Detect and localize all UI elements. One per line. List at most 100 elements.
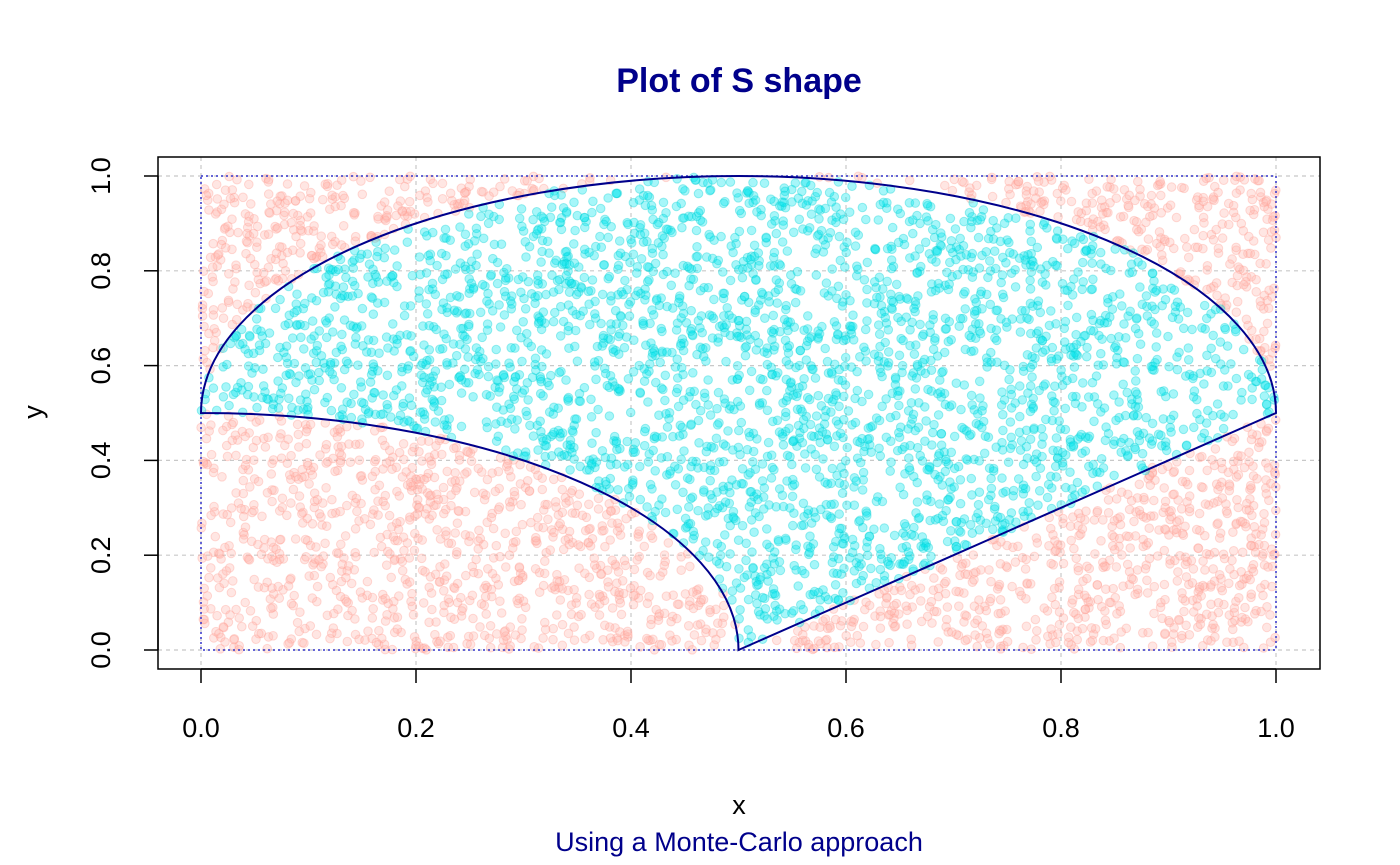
outside-point [668, 590, 679, 601]
outside-point [1172, 576, 1183, 586]
inside-point [1135, 339, 1146, 350]
outside-point [1241, 276, 1251, 287]
outside-point [307, 519, 318, 529]
inside-point [387, 271, 398, 281]
inside-point [1067, 290, 1078, 300]
inside-point [990, 263, 1001, 274]
inside-point [906, 529, 917, 540]
outside-point [494, 483, 505, 494]
outside-point [1261, 425, 1272, 436]
outside-point [816, 638, 826, 649]
outside-point [1061, 185, 1071, 195]
outside-point [311, 629, 322, 640]
outside-point [424, 491, 435, 501]
outside-point [493, 504, 504, 515]
outside-point [340, 531, 351, 541]
outside-point [473, 568, 484, 579]
outside-point [571, 598, 582, 608]
inside-point [1065, 467, 1075, 478]
outside-point [548, 634, 558, 645]
inside-point [591, 374, 601, 385]
inside-point [967, 272, 978, 283]
inside-point [639, 440, 650, 451]
outside-point [399, 454, 409, 465]
inside-point [528, 214, 538, 225]
inside-point [536, 426, 546, 437]
inside-point [932, 457, 943, 468]
outside-point [395, 196, 406, 206]
inside-point [293, 405, 304, 415]
outside-point [412, 484, 423, 495]
outside-point [430, 629, 440, 640]
inside-point [590, 309, 600, 319]
inside-point [486, 269, 497, 280]
outside-point [1153, 551, 1163, 561]
outside-point [628, 599, 639, 610]
outside-point [220, 222, 231, 233]
outside-point [711, 604, 721, 615]
outside-point [240, 597, 250, 608]
inside-point [909, 349, 920, 360]
outside-point [243, 554, 254, 564]
outside-point [210, 531, 221, 542]
inside-point [718, 456, 729, 467]
outside-point [267, 496, 277, 507]
outside-point [1180, 552, 1191, 563]
outside-point [1202, 635, 1213, 645]
outside-point [613, 567, 624, 577]
outside-point [1168, 467, 1179, 478]
inside-point [613, 383, 624, 394]
outside-point [266, 603, 276, 614]
outside-point [985, 639, 995, 649]
outside-point [270, 221, 280, 232]
outside-point [271, 224, 282, 234]
outside-point [509, 486, 520, 497]
inside-point [875, 451, 886, 461]
inside-point [1055, 424, 1066, 434]
inside-point [595, 231, 605, 242]
inside-point [666, 280, 677, 291]
inside-point [634, 195, 645, 205]
outside-point [1266, 243, 1276, 253]
inside-point [671, 325, 682, 335]
outside-point [265, 594, 276, 604]
inside-point [1142, 311, 1153, 321]
inside-point [335, 293, 346, 304]
outside-point [229, 642, 239, 653]
inside-point [538, 213, 549, 223]
outside-point [676, 552, 687, 562]
outside-point [1238, 226, 1249, 236]
inside-point [725, 275, 736, 286]
outside-point [295, 607, 305, 618]
inside-point [1247, 383, 1257, 393]
outside-point [1211, 479, 1222, 490]
outside-point [491, 573, 501, 584]
inside-point [424, 345, 435, 355]
outside-point [391, 518, 402, 529]
inside-point [603, 193, 613, 203]
outside-point [441, 526, 451, 537]
outside-point [275, 534, 286, 545]
outside-point [338, 221, 349, 231]
inside-point [647, 305, 657, 315]
outside-point [450, 468, 461, 478]
outside-point [405, 577, 415, 587]
outside-point [222, 509, 232, 520]
outside-point [238, 488, 249, 499]
outside-point [1160, 594, 1170, 605]
outside-point [444, 597, 454, 608]
outside-point [473, 544, 484, 554]
outside-point [225, 517, 236, 528]
inside-point [1206, 343, 1216, 354]
inside-point [696, 311, 707, 321]
outside-point [415, 190, 425, 201]
inside-point [477, 279, 488, 290]
outside-point [639, 541, 650, 552]
outside-point [1155, 241, 1165, 252]
inside-point [347, 276, 358, 287]
outside-point [293, 474, 304, 485]
outside-point [849, 614, 860, 625]
outside-point [328, 453, 338, 464]
outside-point [327, 508, 337, 519]
inside-point [877, 401, 888, 412]
